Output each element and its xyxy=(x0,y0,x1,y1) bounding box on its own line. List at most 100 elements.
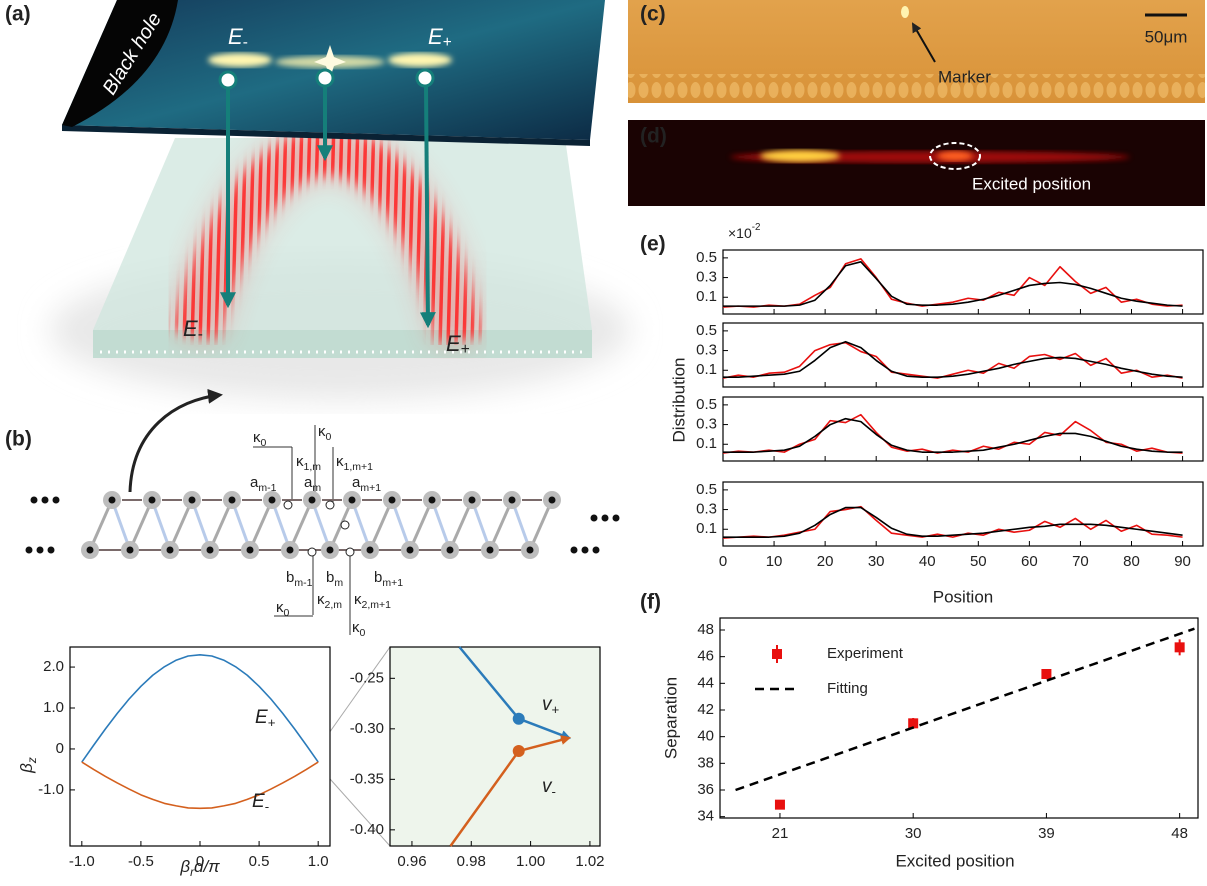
label-text: κ xyxy=(336,453,344,470)
y-tick-label: 0.1 xyxy=(696,435,717,452)
ellipsis-dot xyxy=(30,496,38,504)
y-tick-label: 0.5 xyxy=(696,396,717,413)
rung xyxy=(248,499,274,551)
source xyxy=(315,68,335,88)
star xyxy=(314,45,346,78)
plot-area xyxy=(389,646,601,847)
zoom-line xyxy=(321,646,391,744)
site-core xyxy=(268,496,276,504)
label-index: z xyxy=(25,757,39,764)
site-core xyxy=(206,546,214,554)
rich-label: κ0 xyxy=(318,423,332,443)
point xyxy=(908,718,919,729)
y-tick-label: 44 xyxy=(697,674,714,691)
axis-label: Position xyxy=(933,587,993,606)
rich-label: κ1,m+1 xyxy=(336,453,373,473)
waveguide-array xyxy=(628,74,1205,98)
label-index: m-1 xyxy=(294,577,312,589)
ellipsis-dot xyxy=(590,514,598,522)
label-text: κ xyxy=(354,591,362,608)
site-core xyxy=(348,496,356,504)
y-tick-label: 48 xyxy=(697,621,714,638)
y-tick-label: 0.3 xyxy=(696,416,717,433)
stripe xyxy=(382,119,392,346)
site-core xyxy=(548,496,556,504)
chart: 0 10 20 30 40 50 60 70 80 90 0.1 0.3 0.5 xyxy=(696,481,1204,570)
label-text: κ xyxy=(296,453,304,470)
glow xyxy=(208,53,272,67)
panel-label: (b) xyxy=(5,428,32,451)
x-tick-label: -0.5 xyxy=(128,853,154,870)
y-tick-label: 0.1 xyxy=(696,361,717,378)
stripe xyxy=(374,119,384,346)
label-text: E xyxy=(428,24,443,49)
rich-label: am xyxy=(304,474,321,494)
x-tick-label: 0 xyxy=(196,853,204,870)
label-index: 0 xyxy=(284,607,290,619)
series-line xyxy=(722,258,1183,308)
x-tick-label: 39 xyxy=(1038,825,1055,842)
marker-arrow xyxy=(911,22,936,63)
source xyxy=(415,68,435,88)
y-tick-label: 0.5 xyxy=(696,481,717,498)
site-core xyxy=(86,546,94,554)
site-core xyxy=(446,546,454,554)
y-tick-label: 0.1 xyxy=(696,520,717,537)
stripe xyxy=(454,119,464,346)
label-index: 2,m xyxy=(325,599,343,611)
label-text: κ xyxy=(318,423,326,440)
site-core xyxy=(428,496,436,504)
x-tick-label: 40 xyxy=(919,553,936,570)
x-tick-label: 30 xyxy=(905,825,922,842)
ellipsis-dot xyxy=(41,496,49,504)
series-label: E- xyxy=(183,316,203,343)
stripe xyxy=(398,119,408,346)
x-tick-label: 20 xyxy=(817,553,834,570)
chart: -1.0 -0.5 0 0.5 1.02.01.00-1.0E+E-βrd/πβz xyxy=(17,646,331,879)
rich-label: ×10-2 xyxy=(728,222,760,241)
stripe xyxy=(478,119,488,346)
label-index: + xyxy=(461,341,470,358)
stripe xyxy=(358,119,368,346)
site-core xyxy=(148,496,156,504)
rich-label: βz xyxy=(17,757,39,774)
ellipsis-dot xyxy=(592,546,600,554)
x-tick-label: -1.0 xyxy=(69,853,95,870)
plot-area xyxy=(719,617,1199,819)
y-tick-label: 2.0 xyxy=(43,658,64,675)
rich-label: am-1 xyxy=(250,474,277,494)
label-text: d/π xyxy=(194,857,220,876)
x-tick-label: 21 xyxy=(772,825,789,842)
spot xyxy=(937,151,973,161)
label-text: ×10 xyxy=(728,225,752,241)
stripe xyxy=(350,119,360,346)
series-line xyxy=(81,653,319,763)
ellipsis-dot xyxy=(612,514,620,522)
chart: 0.1 0.3 0.5 xyxy=(696,396,1204,462)
legend-label: Experiment xyxy=(827,645,904,662)
plot-area xyxy=(722,481,1204,547)
stripe xyxy=(446,119,456,346)
legend-marker xyxy=(772,649,782,659)
x-tick-label: 1.0 xyxy=(308,853,329,870)
x-tick-label: 90 xyxy=(1174,553,1191,570)
marker-label: Marker xyxy=(938,67,991,86)
series-line xyxy=(722,505,1183,539)
x-tick-label: 60 xyxy=(1021,553,1038,570)
source xyxy=(218,70,238,90)
stripe xyxy=(438,119,448,346)
label-index: m+1 xyxy=(382,577,403,589)
stripe xyxy=(142,119,152,346)
x-tick-label: 1.02 xyxy=(575,853,604,870)
y-tick-label: 38 xyxy=(697,754,714,771)
y-tick-label: -0.35 xyxy=(350,770,384,787)
x-tick-label: 1.00 xyxy=(516,853,545,870)
series-label: E+ xyxy=(255,707,276,730)
series-label: E+ xyxy=(428,24,452,51)
x-tick-label: 10 xyxy=(766,553,783,570)
x-tick-label: 0.5 xyxy=(249,853,270,870)
site-core xyxy=(486,546,494,554)
label-text: κ xyxy=(317,591,325,608)
label-index: - xyxy=(243,34,248,51)
